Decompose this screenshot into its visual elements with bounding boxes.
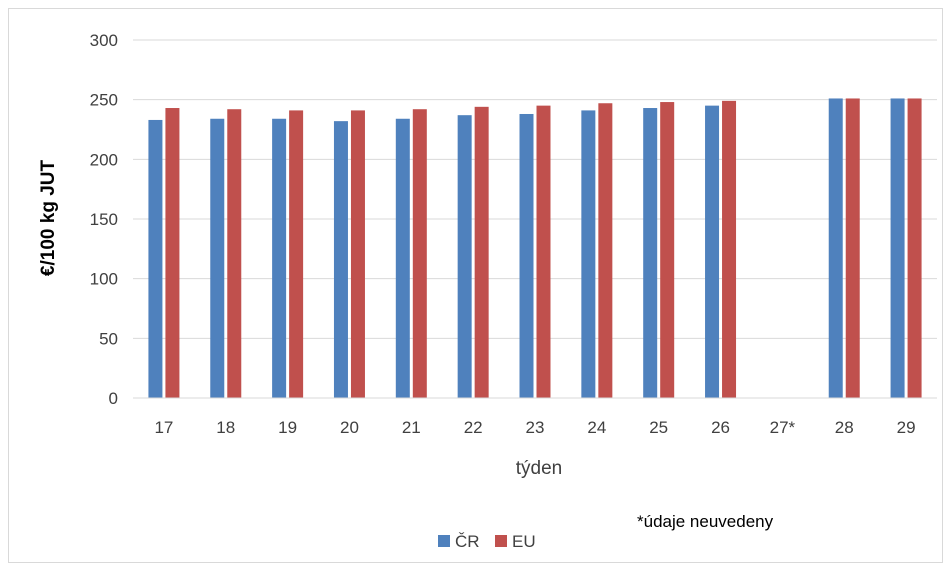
x-tick-label: 29 [897,418,916,437]
bar-cr-17 [148,119,163,398]
bar-cr-26 [705,105,720,398]
bar-eu-25 [660,102,675,398]
x-tick-label: 18 [216,418,235,437]
y-tick-label: 50 [99,329,118,348]
y-axis-ticks: 0 50 100 150 200 250 300 [90,31,118,408]
bar-cr-29 [890,98,905,399]
bar-eu-18 [227,109,242,399]
x-axis-title: týden [516,458,562,479]
bar-eu-21 [412,109,427,399]
y-axis-title: €/100 kg JUT [38,160,59,277]
x-tick-label: 25 [649,418,668,437]
x-axis-ticks: 17 18 19 20 21 22 23 24 25 26 27* 28 29 [154,418,915,437]
x-tick-label: 17 [154,418,173,437]
y-tick-label: 0 [109,389,118,408]
x-tick-label: 27* [770,418,796,437]
bar-eu-23 [536,105,551,398]
bar-cr-22 [457,115,472,399]
bar-eu-29 [907,98,922,399]
footnote-annotation: *údaje neuvedeny [637,512,774,531]
bar-eu-20 [350,110,365,398]
y-tick-label: 250 [90,91,118,110]
y-tick-label: 100 [90,270,118,289]
x-tick-label: 19 [278,418,297,437]
y-tick-label: 300 [90,31,118,50]
legend: ČR EU [438,532,536,551]
bars [148,98,922,399]
x-tick-label: 24 [587,418,606,437]
bar-cr-18 [210,118,225,398]
bar-eu-26 [722,100,737,399]
x-tick-label: 21 [402,418,421,437]
bar-cr-20 [333,121,348,398]
gridlines [133,39,937,339]
x-tick-label: 20 [340,418,359,437]
bar-eu-19 [289,110,304,398]
x-tick-label: 28 [835,418,854,437]
bar-cr-21 [395,118,410,398]
y-tick-label: 200 [90,150,118,169]
bar-eu-28 [845,98,860,399]
bar-cr-28 [828,98,843,399]
bar-eu-17 [165,108,180,399]
chart-frame [8,8,943,563]
bar-eu-22 [474,106,489,399]
x-tick-label: 22 [464,418,483,437]
legend-label-cr: ČR [455,532,480,551]
legend-label-eu: EU [512,532,536,551]
bar-eu-24 [598,103,613,398]
legend-swatch-cr [438,535,450,547]
bar-cr-23 [519,113,534,398]
x-tick-label: 23 [526,418,545,437]
bar-cr-25 [643,108,658,399]
y-tick-label: 150 [90,210,118,229]
x-tick-label: 26 [711,418,730,437]
bar-cr-19 [272,118,287,398]
bar-cr-24 [581,110,596,398]
legend-swatch-eu [495,535,507,547]
